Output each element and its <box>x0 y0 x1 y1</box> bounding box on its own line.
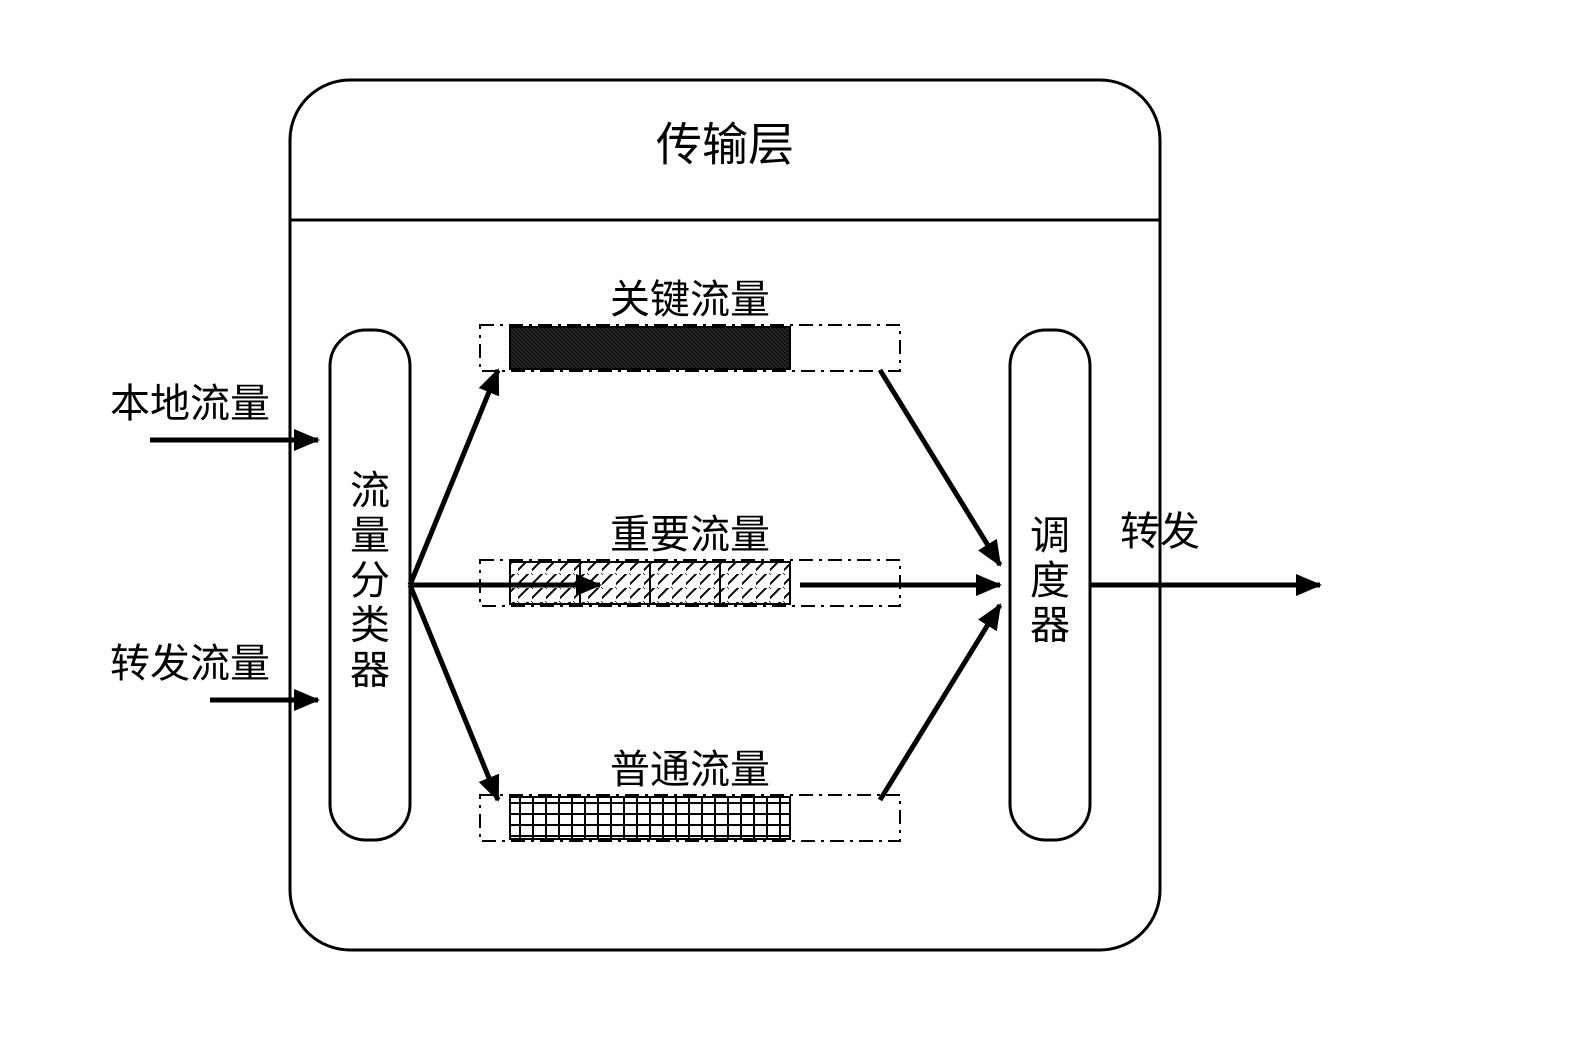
svg-text:流: 流 <box>350 468 390 513</box>
svg-text:量: 量 <box>350 513 390 558</box>
queue-label-1: 重要流量 <box>610 512 770 557</box>
merge-arrow-2 <box>880 605 1000 800</box>
queue-label-0: 关键流量 <box>610 277 770 322</box>
input-label-1: 转发流量 <box>110 641 270 686</box>
queue-bar-0 <box>510 327 790 369</box>
diagram-canvas: 传输层流量分类器调度器本地流量转发流量关键流量重要流量普通流量转发 <box>0 0 1569 1063</box>
queue-bar-2 <box>510 797 790 839</box>
scheduler-label: 调度器 <box>1030 513 1070 648</box>
svg-text:器: 器 <box>1030 603 1070 648</box>
input-label-0: 本地流量 <box>110 381 270 426</box>
queue-label-2: 普通流量 <box>610 747 770 792</box>
split-arrow-0 <box>410 370 498 585</box>
svg-text:分: 分 <box>350 558 390 603</box>
svg-text:器: 器 <box>350 647 390 692</box>
merge-arrow-0 <box>880 370 1000 565</box>
output-label: 转发 <box>1120 509 1200 554</box>
split-arrow-2 <box>410 585 498 800</box>
title-text: 传输层 <box>656 120 794 171</box>
svg-text:度: 度 <box>1030 558 1070 603</box>
svg-text:类: 类 <box>350 603 390 648</box>
classifier-label: 流量分类器 <box>350 468 390 692</box>
svg-text:调: 调 <box>1030 513 1070 558</box>
